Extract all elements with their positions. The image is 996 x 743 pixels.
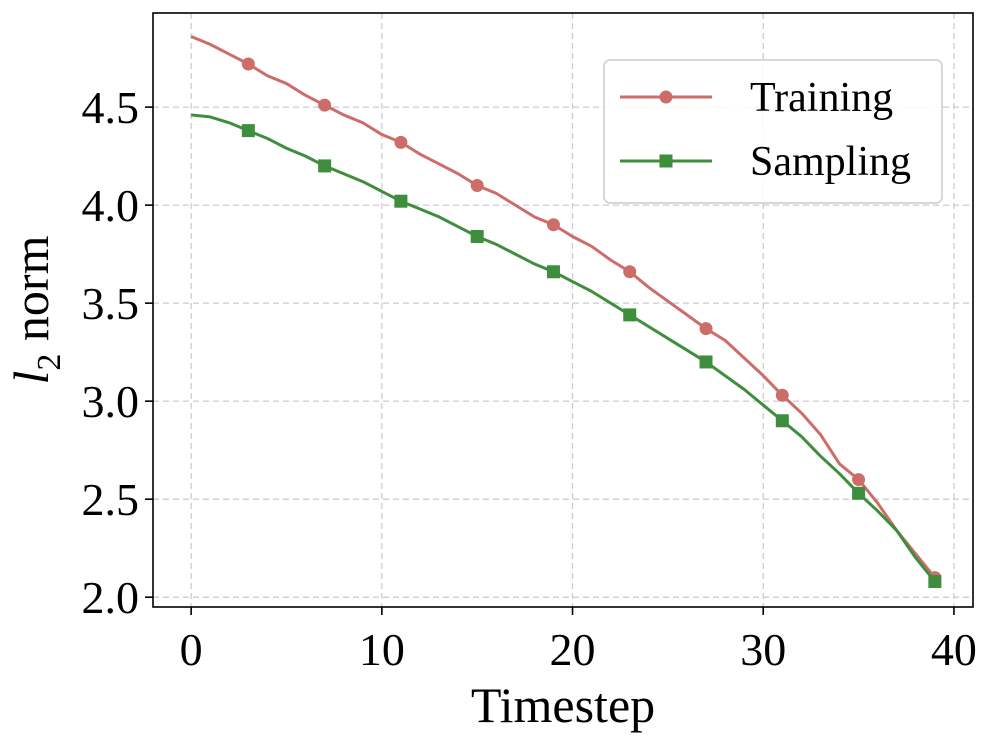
legend-label-training: Training <box>750 75 893 121</box>
x-axis-label: Timestep <box>471 677 655 733</box>
series-sampling <box>190 113 942 589</box>
x-tick-label: 10 <box>359 624 405 675</box>
plot-frame <box>152 12 974 608</box>
legend-entries: Training Sampling <box>620 75 911 185</box>
training-point <box>775 388 789 402</box>
y-tick-label: 3.5 <box>82 278 140 329</box>
training-point <box>241 57 255 71</box>
legend: Training Sampling <box>603 59 943 204</box>
training-point <box>318 98 332 112</box>
legend-marker-sampling <box>659 154 673 168</box>
y-axis-label-rest: norm <box>3 235 59 353</box>
y-tick-label: 4.0 <box>82 180 140 231</box>
training-point <box>852 473 866 487</box>
y-tick-label: 3.0 <box>82 376 140 427</box>
sampling-point <box>470 229 484 243</box>
x-tick-label: 0 <box>180 624 203 675</box>
training-line <box>190 35 937 579</box>
sampling-point <box>699 355 713 369</box>
x-tick-label: 20 <box>550 624 596 675</box>
y-tick-label: 2.5 <box>82 474 140 525</box>
sampling-point <box>852 486 866 500</box>
sampling-point <box>546 265 560 279</box>
training-point <box>394 135 408 149</box>
sampling-line <box>190 113 937 583</box>
sampling-point <box>623 308 637 322</box>
axis-ticks: 0 10 20 30 40 2.0 2.5 3.0 3.5 4.0 4.5 <box>82 82 977 675</box>
series-layer <box>190 35 942 589</box>
sampling-point <box>775 414 789 428</box>
training-point <box>470 179 484 193</box>
sampling-point <box>318 159 332 173</box>
training-point <box>546 218 560 232</box>
training-point <box>699 322 713 336</box>
sampling-point <box>928 575 942 589</box>
legend-label-sampling: Sampling <box>750 139 911 185</box>
legend-marker-training <box>659 90 673 104</box>
training-point <box>623 265 637 279</box>
x-tick-label: 40 <box>931 624 977 675</box>
sampling-point <box>241 124 255 138</box>
y-tick-label: 2.0 <box>82 572 140 623</box>
y-axis-label-subscript: 2 <box>31 354 68 371</box>
series-training <box>190 35 942 585</box>
y-axis-label: l2 norm <box>3 235 68 384</box>
y-axis-label-main: l <box>3 371 59 385</box>
y-tick-label: 4.5 <box>82 82 140 133</box>
sampling-point <box>394 194 408 208</box>
x-tick-label: 30 <box>740 624 786 675</box>
